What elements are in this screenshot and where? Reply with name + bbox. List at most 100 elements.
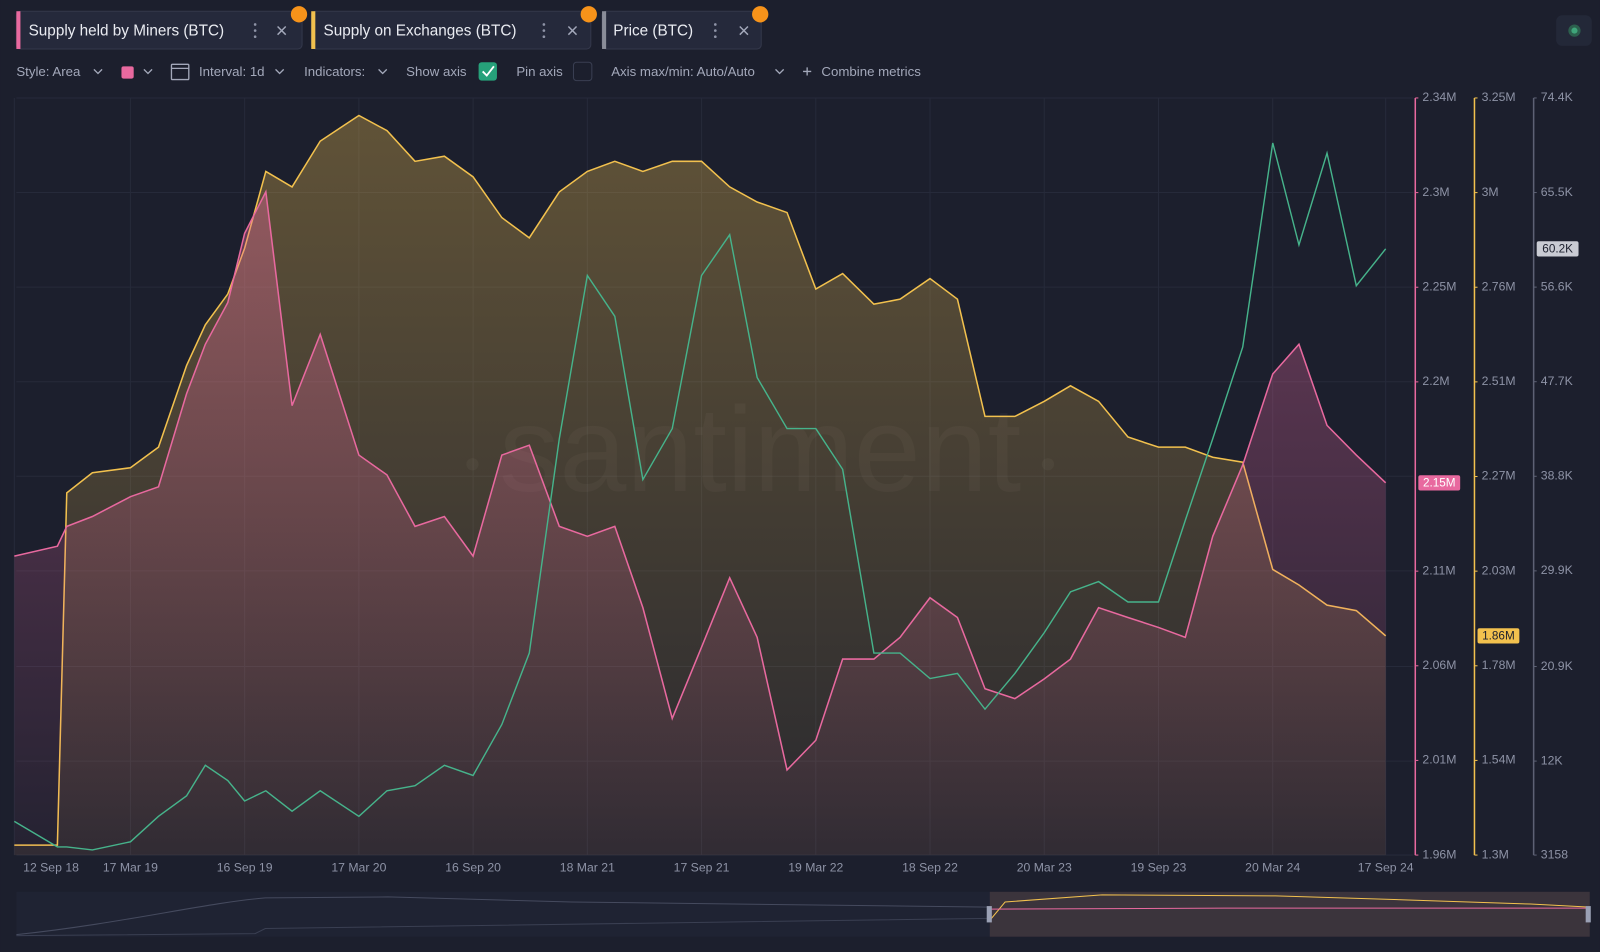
navigator-line: [989, 907, 1590, 910]
tab-color: [16, 11, 21, 49]
x-tick-label: 20 Mar 24: [1245, 861, 1300, 875]
plot: [13, 114, 1387, 856]
y-tick-label: 2.01M: [1422, 753, 1456, 767]
close-icon[interactable]: [277, 26, 287, 36]
y-tick-label: 74.4K: [1541, 90, 1574, 104]
y-tick-label: 20.9K: [1541, 659, 1574, 673]
price-line: [13, 142, 1387, 851]
tab[interactable]: Supply on Exchanges (BTC): [310, 6, 597, 50]
area-line: [14, 189, 1387, 772]
y-tick-label: 65.5K: [1541, 185, 1574, 199]
x-tick-label: 19 Sep 23: [1131, 861, 1187, 875]
show-axis-label[interactable]: Show axis: [406, 64, 467, 79]
chevron[interactable]: [93, 68, 103, 75]
tab-label[interactable]: Supply on Exchanges (BTC): [323, 23, 516, 40]
x-tick-label: 12 Sep 18: [23, 861, 79, 875]
tab-color: [311, 11, 316, 49]
axes: 1.96M 2.01M 2.06M 2.11M 2.2M 2.25M 2.3M 2.34M 1.…: [23, 90, 1579, 875]
x-tick-label: 18 Mar 21: [560, 861, 615, 875]
navigator-bg[interactable]: [16, 891, 1590, 937]
y-tick-label: 3158: [1541, 847, 1568, 861]
y-tick-label: 1.96M: [1422, 847, 1456, 861]
combine-button[interactable]: Combine metrics: [821, 64, 921, 79]
btc-icon: [752, 6, 769, 23]
y-tick-label: 38.8K: [1541, 469, 1574, 483]
value-badge-label: 1.86M: [1482, 629, 1515, 642]
y-tick-label: 2.27M: [1482, 469, 1516, 483]
value-badge-label: 2.15M: [1423, 476, 1456, 489]
tab-color: [602, 11, 607, 49]
interval-icon[interactable]: [170, 63, 190, 81]
value-badge-label: 60.2K: [1542, 242, 1573, 255]
checkbox[interactable]: [572, 61, 593, 82]
x-tick-label: 17 Mar 19: [103, 861, 158, 875]
y-tick-label: 2.51M: [1482, 374, 1516, 388]
menu-icon[interactable]: [713, 23, 717, 39]
area-fill: [14, 191, 1386, 856]
y-tick-label: 29.9K: [1541, 563, 1574, 577]
y-tick-label: 2.2M: [1422, 374, 1449, 388]
x-tick-label: 18 Sep 22: [902, 861, 958, 875]
value-badge: [1536, 241, 1579, 257]
x-tick-label: 16 Sep 20: [445, 861, 501, 875]
y-tick-label: 12K: [1541, 753, 1564, 767]
close-icon[interactable]: [739, 26, 749, 36]
navigator-handle[interactable]: [1585, 906, 1591, 923]
checkbox[interactable]: [478, 62, 497, 81]
x-tick-label: 19 Mar 22: [788, 861, 843, 875]
navigator-line: [989, 894, 1590, 921]
y-tick-label: 1.78M: [1482, 658, 1516, 672]
check-mark: [482, 65, 495, 77]
navigator-line: [16, 917, 990, 937]
tab[interactable]: Supply held by Miners (BTC): [15, 6, 308, 50]
toolbar: Style: Area Interval: 1d Indicators: Sho…: [16, 61, 921, 82]
y-tick-label: 2.03M: [1482, 563, 1516, 577]
y-tick-label: 1.3M: [1482, 847, 1509, 861]
navigator-selection[interactable]: [989, 891, 1590, 937]
y-tick-label: 56.6K: [1541, 279, 1574, 293]
value-badge: [1418, 475, 1461, 491]
x-tick-label: 20 Mar 23: [1017, 861, 1072, 875]
style-select[interactable]: Style: Area: [16, 64, 81, 79]
navigator[interactable]: [16, 891, 1591, 937]
interval-select[interactable]: Interval: 1d: [199, 64, 265, 79]
status-dot: [1571, 27, 1578, 34]
y-tick-label: 2.06M: [1422, 658, 1456, 672]
chevron[interactable]: [775, 68, 785, 75]
plus-icon[interactable]: [803, 67, 812, 76]
color-picker[interactable]: [121, 66, 134, 79]
tab-label[interactable]: Supply held by Miners (BTC): [29, 23, 225, 40]
y-tick-label: 47.7K: [1541, 374, 1574, 388]
menu-icon[interactable]: [253, 23, 257, 39]
y-tick-label: 2.34M: [1422, 90, 1456, 104]
x-tick-label: 16 Sep 19: [217, 861, 273, 875]
tab[interactable]: Price (BTC): [601, 6, 769, 50]
navigator-handle[interactable]: [986, 906, 992, 923]
axis-range-select[interactable]: Axis max/min: Auto/Auto: [611, 64, 755, 79]
pin-axis-label[interactable]: Pin axis: [516, 64, 563, 79]
indicators-select[interactable]: Indicators:: [304, 64, 365, 79]
y-tick-label: 3.25M: [1482, 90, 1516, 104]
chevron[interactable]: [378, 68, 388, 75]
x-tick-label: 17 Sep 21: [674, 861, 730, 875]
x-tick-label: 17 Mar 20: [331, 861, 386, 875]
value-badge: [1477, 628, 1520, 644]
btc-icon: [290, 6, 308, 23]
menu-icon[interactable]: [542, 23, 546, 39]
chevron[interactable]: [275, 68, 285, 75]
y-tick-label: 2.25M: [1422, 279, 1456, 293]
btc-icon: [580, 6, 597, 23]
navigator-line: [16, 896, 990, 936]
y-tick-label: 3M: [1482, 185, 1499, 199]
y-tick-label: 2.3M: [1422, 185, 1449, 199]
close-icon[interactable]: [567, 26, 578, 36]
y-tick-label: 2.11M: [1422, 563, 1455, 577]
x-tick-label: 17 Sep 24: [1358, 861, 1414, 875]
chevron[interactable]: [143, 68, 153, 75]
y-tick-label: 1.54M: [1482, 753, 1516, 767]
tab-label[interactable]: Price (BTC): [613, 23, 693, 40]
y-tick-label: 2.76M: [1482, 279, 1516, 293]
area-line: [14, 114, 1387, 846]
